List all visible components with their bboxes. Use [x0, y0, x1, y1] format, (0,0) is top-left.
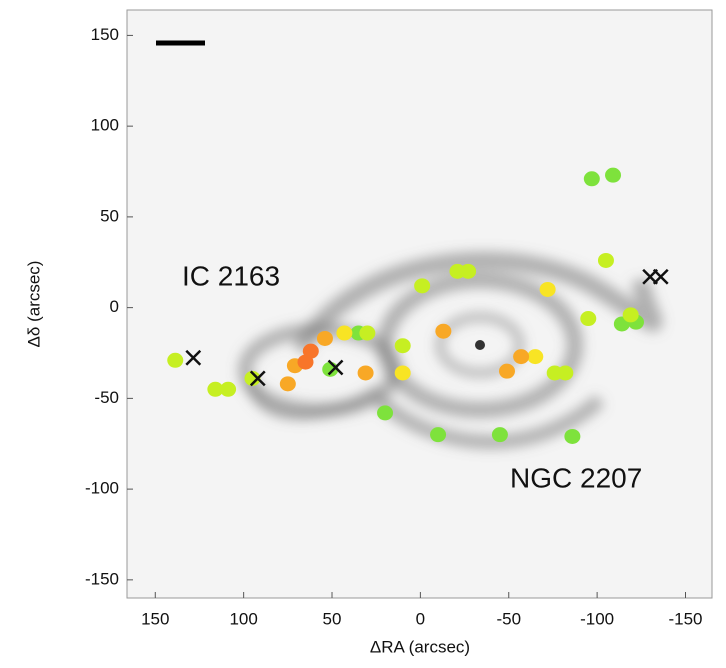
y-tick-label: -100: [85, 479, 119, 498]
cross-marker: [185, 349, 202, 366]
point: [377, 405, 394, 421]
point: [597, 252, 614, 268]
point: [622, 307, 639, 323]
point: [207, 381, 224, 397]
galaxy-image: [238, 251, 663, 449]
point: [498, 363, 515, 379]
point: [244, 370, 261, 386]
annotation: IC 2163: [182, 260, 280, 291]
point: [557, 365, 574, 381]
annotation: NGC 2207: [510, 462, 642, 493]
y-tick-label: 0: [110, 297, 119, 316]
point: [564, 428, 581, 444]
x-tick-label: 50: [323, 609, 342, 628]
cross-marker: [249, 370, 266, 387]
point: [302, 343, 319, 359]
point: [316, 330, 333, 346]
point: [527, 349, 544, 365]
point: [605, 167, 622, 183]
point: [414, 278, 431, 294]
y-tick-label: 100: [91, 116, 119, 135]
cross-marker: [652, 268, 669, 285]
cross-marker: [327, 359, 344, 376]
x-tick-label: -100: [580, 609, 614, 628]
x-tick-label: 150: [141, 609, 169, 628]
y-tick-label: -150: [85, 569, 119, 588]
point: [359, 325, 376, 341]
x-tick-label: -150: [668, 609, 702, 628]
y-tick-label: 150: [91, 25, 119, 44]
x-tick-label: -50: [496, 609, 521, 628]
point: [167, 352, 184, 368]
point: [435, 323, 452, 339]
point: [513, 349, 530, 365]
y-tick-label: -50: [94, 388, 119, 407]
point: [220, 381, 237, 397]
point: [336, 325, 353, 341]
nucleus: [475, 340, 485, 350]
point: [580, 311, 597, 327]
point: [357, 365, 374, 381]
x-tick-label: 100: [229, 609, 257, 628]
x-axis-title: ΔRA (arcsec): [370, 637, 470, 656]
point: [279, 376, 296, 392]
y-tick-label: 50: [100, 206, 119, 225]
point: [583, 171, 600, 187]
point: [394, 338, 411, 354]
point: [539, 281, 556, 297]
point: [394, 365, 411, 381]
x-tick-label: 0: [416, 609, 425, 628]
point: [460, 263, 477, 279]
point: [491, 427, 508, 443]
y-axis-title: Δδ (arcsec): [24, 261, 43, 348]
point: [430, 427, 447, 443]
